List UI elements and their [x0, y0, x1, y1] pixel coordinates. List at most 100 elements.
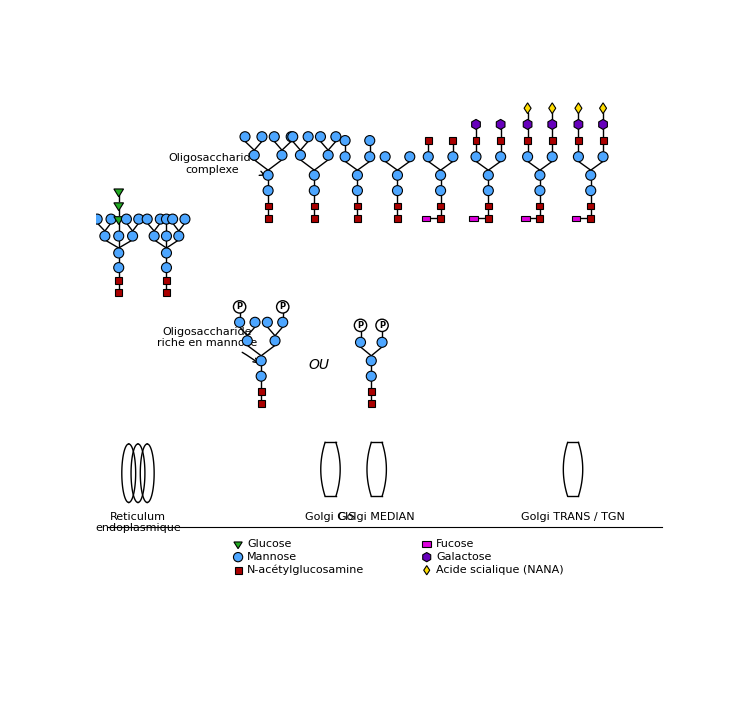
Bar — [394, 202, 401, 209]
Polygon shape — [598, 120, 608, 129]
Text: Golgi MEDIAN: Golgi MEDIAN — [338, 512, 415, 522]
Bar — [575, 137, 582, 144]
Circle shape — [92, 214, 102, 224]
Text: OU: OU — [308, 359, 329, 373]
Bar — [437, 202, 444, 209]
Circle shape — [128, 231, 137, 241]
Circle shape — [352, 186, 362, 195]
Circle shape — [161, 214, 172, 224]
Circle shape — [316, 131, 326, 142]
Bar — [524, 137, 531, 144]
Circle shape — [257, 131, 267, 142]
Polygon shape — [549, 103, 556, 114]
Bar — [549, 137, 556, 144]
Circle shape — [380, 152, 390, 162]
Bar — [368, 401, 375, 407]
Bar — [470, 216, 478, 221]
Bar — [587, 215, 594, 222]
Circle shape — [263, 170, 273, 180]
Circle shape — [392, 186, 403, 195]
Circle shape — [142, 214, 152, 224]
Circle shape — [269, 131, 279, 142]
Bar — [163, 289, 170, 296]
Bar — [599, 137, 607, 144]
Bar — [449, 137, 456, 144]
Text: Golgi CIS: Golgi CIS — [305, 512, 356, 522]
Bar — [354, 202, 361, 209]
Circle shape — [242, 336, 252, 346]
Polygon shape — [599, 103, 607, 114]
Circle shape — [471, 152, 481, 162]
Circle shape — [155, 214, 165, 224]
Circle shape — [548, 152, 557, 162]
Circle shape — [309, 186, 320, 195]
Circle shape — [392, 170, 403, 180]
Bar — [521, 216, 530, 221]
Circle shape — [263, 186, 273, 195]
Circle shape — [483, 186, 494, 195]
Bar — [536, 215, 544, 222]
Polygon shape — [234, 542, 242, 548]
Bar — [587, 202, 594, 209]
Text: Acide scialique (NANA): Acide scialique (NANA) — [436, 565, 563, 575]
Text: Reticulum
endoplasmique: Reticulum endoplasmique — [95, 512, 181, 534]
Bar — [472, 137, 479, 144]
Bar — [497, 137, 504, 144]
Polygon shape — [472, 120, 480, 129]
Polygon shape — [574, 120, 583, 129]
Circle shape — [523, 152, 532, 162]
Bar — [368, 388, 375, 395]
Bar — [437, 215, 444, 222]
Circle shape — [366, 371, 376, 381]
Circle shape — [586, 170, 596, 180]
Circle shape — [106, 214, 116, 224]
Circle shape — [376, 319, 388, 332]
Bar — [163, 277, 170, 284]
Circle shape — [278, 317, 288, 328]
Circle shape — [340, 136, 350, 146]
Bar — [422, 541, 431, 547]
Bar — [484, 215, 492, 222]
Text: Galactose: Galactose — [436, 552, 491, 562]
Circle shape — [100, 231, 109, 241]
Polygon shape — [524, 103, 531, 114]
Circle shape — [364, 136, 375, 146]
Circle shape — [286, 131, 296, 142]
Circle shape — [122, 214, 131, 224]
Circle shape — [256, 371, 266, 381]
Bar — [310, 202, 318, 209]
Circle shape — [354, 319, 367, 332]
Circle shape — [448, 152, 458, 162]
Bar — [116, 277, 122, 284]
Text: Mannose: Mannose — [248, 552, 298, 562]
Circle shape — [262, 317, 272, 328]
Circle shape — [250, 317, 260, 328]
Circle shape — [296, 150, 305, 160]
Text: Oligosaccharide
riche en mannose: Oligosaccharide riche en mannose — [158, 327, 258, 363]
Circle shape — [436, 170, 445, 180]
Circle shape — [356, 337, 365, 347]
Circle shape — [483, 170, 494, 180]
Text: Fucose: Fucose — [436, 539, 474, 549]
Circle shape — [149, 231, 159, 241]
Circle shape — [535, 186, 545, 195]
Bar — [258, 388, 265, 395]
Circle shape — [323, 150, 333, 160]
Circle shape — [233, 553, 243, 562]
Circle shape — [270, 336, 280, 346]
Circle shape — [277, 301, 289, 313]
Circle shape — [364, 152, 375, 162]
Circle shape — [423, 152, 433, 162]
Text: Golgi TRANS / TGN: Golgi TRANS / TGN — [521, 512, 625, 522]
Bar — [422, 216, 430, 221]
Bar — [258, 401, 265, 407]
Circle shape — [377, 337, 387, 347]
Circle shape — [352, 170, 362, 180]
Bar — [484, 202, 492, 209]
Polygon shape — [423, 553, 430, 562]
Text: Glucose: Glucose — [248, 539, 292, 549]
Circle shape — [574, 152, 584, 162]
Circle shape — [114, 263, 124, 273]
Circle shape — [436, 186, 445, 195]
Circle shape — [366, 356, 376, 366]
